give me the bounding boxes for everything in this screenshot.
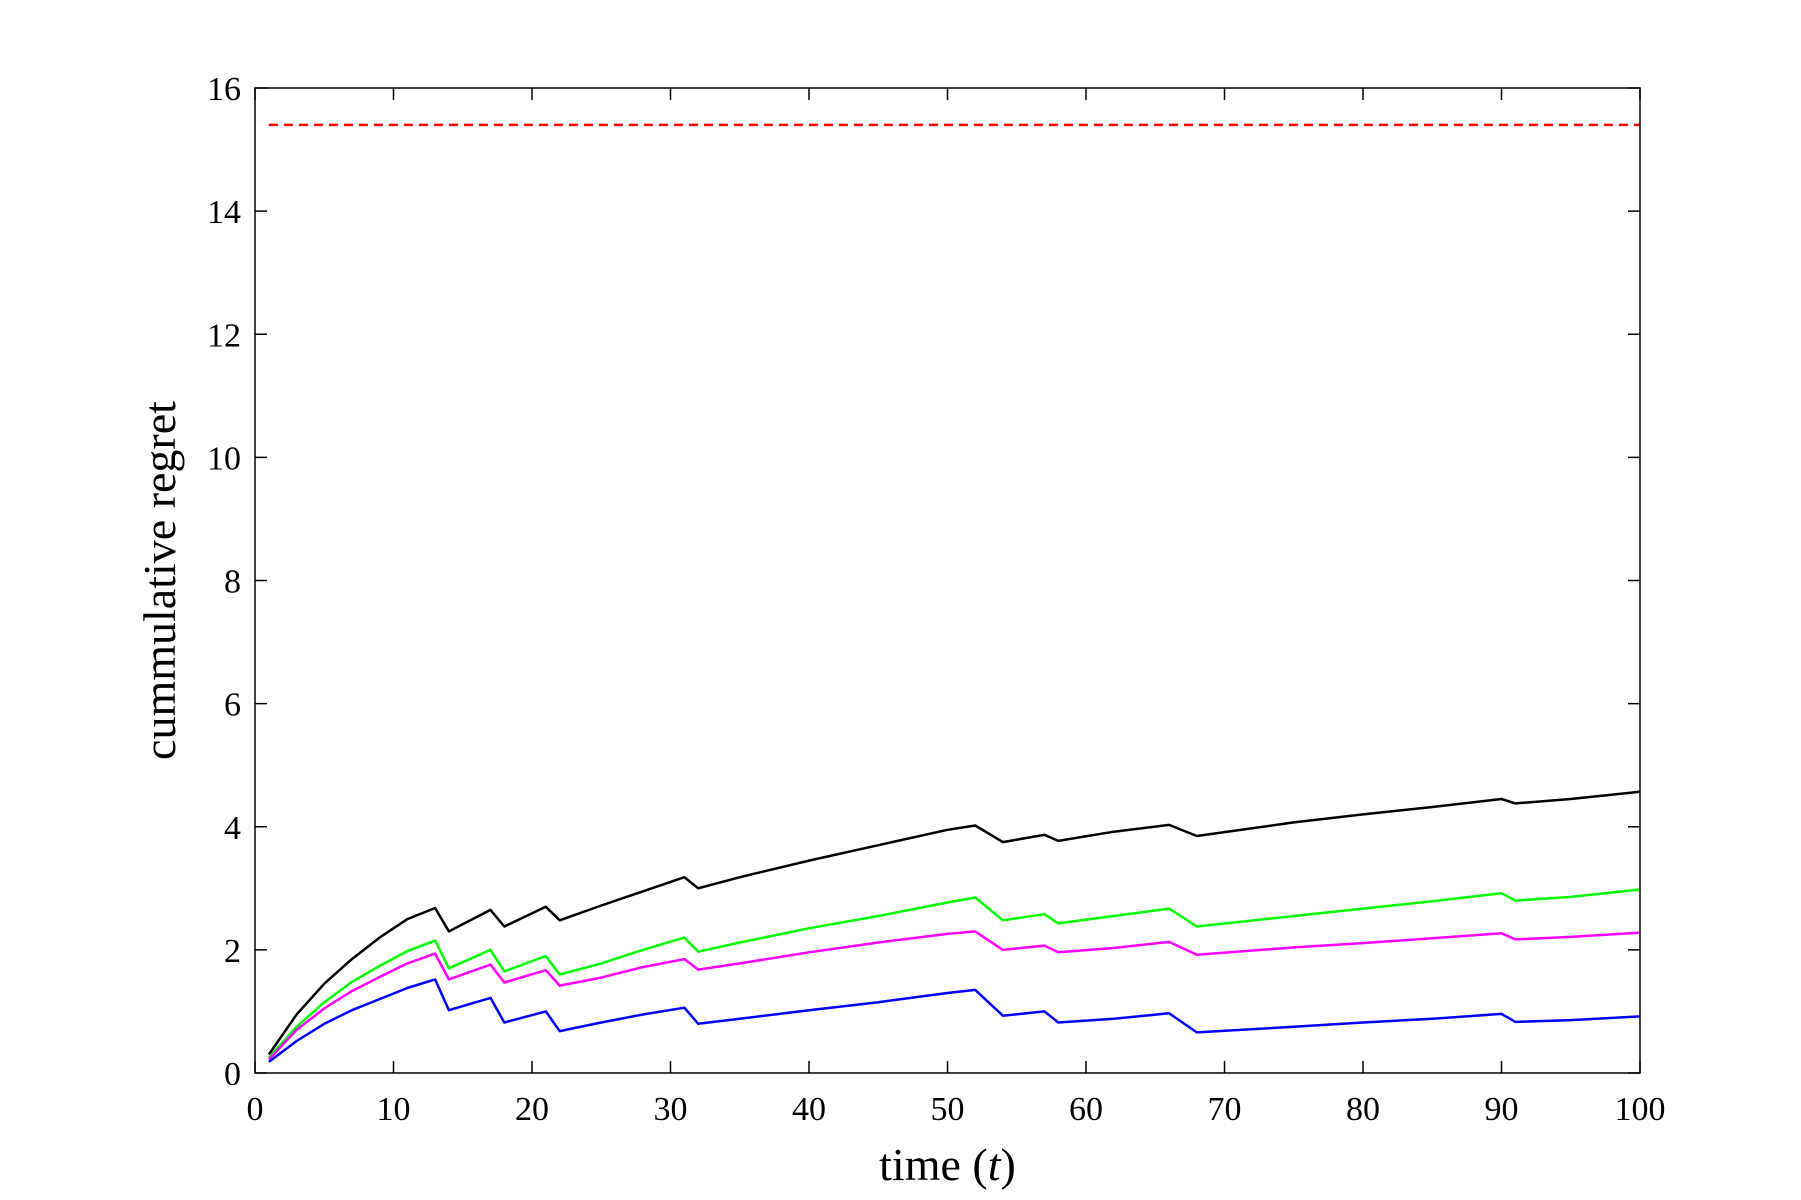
x-tick-label: 20: [515, 1091, 549, 1128]
y-axis-label: cummulative regret: [134, 401, 185, 760]
x-tick-label: 80: [1346, 1091, 1380, 1128]
y-tick-label: 0: [224, 1056, 241, 1093]
series-line-2: [267, 888, 1641, 1059]
series-line-4: [268, 978, 1641, 1063]
x-axis-label-prefix: time (: [879, 1139, 988, 1190]
y-tick-label: 10: [207, 440, 241, 477]
x-tick-label: 90: [1485, 1091, 1519, 1128]
x-tick-label: 0: [247, 1091, 264, 1128]
x-axis-label-suffix: ): [1001, 1139, 1016, 1190]
y-tick-label: 14: [207, 194, 241, 231]
x-tick-label: 40: [792, 1091, 826, 1128]
x-axis-ticks: 0 10 20 30 40 50 60 70 80 90 100: [247, 88, 1666, 1128]
series-line-1: [267, 790, 1641, 1056]
plot-area: [267, 123, 1641, 1063]
y-tick-label: 4: [224, 810, 241, 847]
x-tick-label: 50: [931, 1091, 965, 1128]
x-tick-label: 100: [1615, 1091, 1666, 1128]
y-tick-label: 8: [224, 564, 241, 601]
y-tick-label: 6: [224, 687, 241, 724]
axes-frame: [254, 87, 1641, 1074]
x-axis-label-variable: t: [988, 1139, 1002, 1190]
x-tick-label: 30: [654, 1091, 688, 1128]
y-tick-label: 2: [224, 933, 241, 970]
series-line-3: [267, 930, 1641, 1061]
y-tick-label: 12: [207, 317, 241, 354]
x-tick-label: 70: [1208, 1091, 1242, 1128]
y-axis-ticks: 0 2 4 6 8 10 12 14 16: [207, 71, 1640, 1093]
x-axis-label: time (t): [879, 1139, 1016, 1190]
x-tick-label: 60: [1069, 1091, 1103, 1128]
y-tick-label: 16: [207, 71, 241, 108]
x-tick-label: 10: [377, 1091, 411, 1128]
